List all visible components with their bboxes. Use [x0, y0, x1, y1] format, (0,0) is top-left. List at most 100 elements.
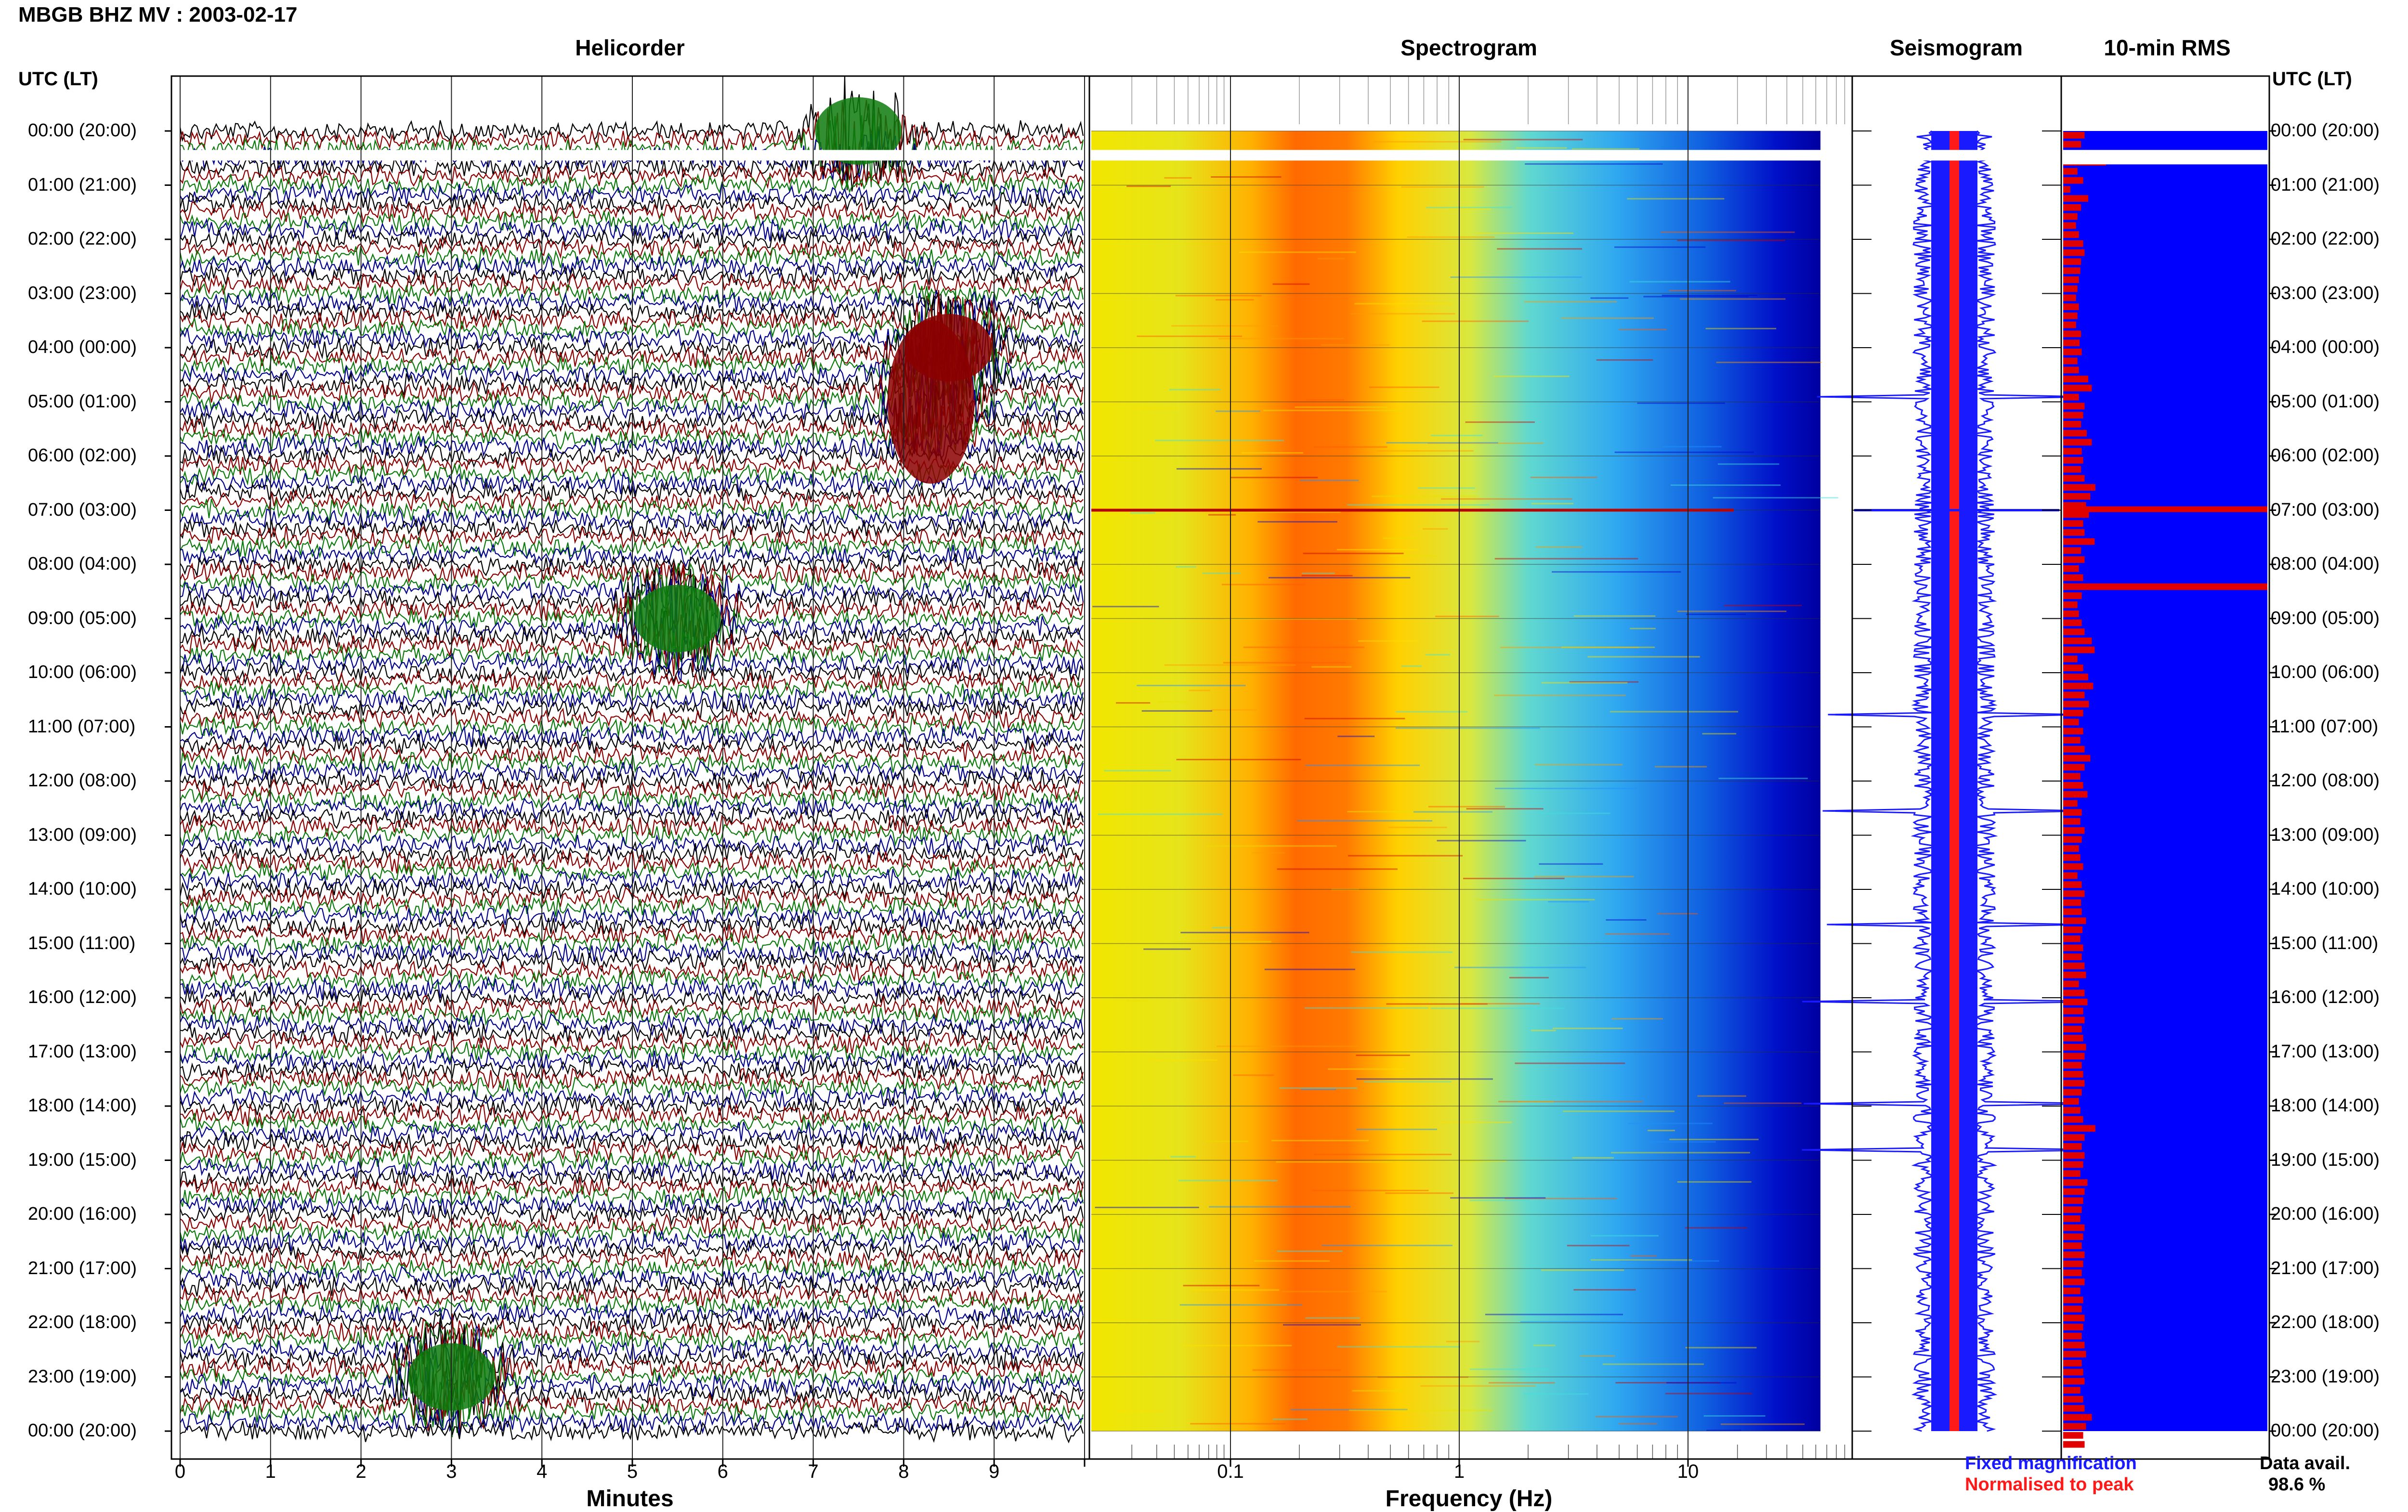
spectrogram-texture — [1157, 701, 1189, 703]
spectrogram-texture — [1312, 1189, 1429, 1191]
rms-bar — [2063, 529, 2085, 536]
spectrogram-texture — [1611, 1018, 1663, 1020]
spectrogram-texture — [1425, 654, 1451, 656]
rms-bar — [2063, 466, 2081, 473]
helicorder-trace — [180, 614, 1084, 677]
rms-bar — [2063, 141, 2081, 148]
rms-bar — [2063, 818, 2081, 825]
helicorder-trace — [180, 922, 1084, 948]
helicorder-trace — [180, 508, 1084, 532]
spectrogram-texture — [1216, 410, 1260, 412]
rms-bar — [2063, 665, 2083, 671]
row-label-right: 04:00 (00:00) — [2271, 337, 2380, 357]
spectrogram-texture — [1354, 303, 1453, 305]
rms-bar — [2063, 1062, 2082, 1069]
spectrogram-texture — [1716, 362, 1822, 364]
row-label-left: 02:00 (22:00) — [28, 229, 137, 249]
spectrogram-texture — [1164, 177, 1192, 179]
row-label-left: 17:00 (13:00) — [28, 1041, 137, 1062]
rms-bar — [2063, 1053, 2085, 1060]
helicorder-trace — [179, 1265, 1084, 1290]
helicorder-trace — [180, 1041, 1084, 1064]
spectrogram-texture — [1534, 764, 1623, 766]
spectrogram-texture — [1630, 627, 1656, 629]
spectrogram-texture — [1190, 1423, 1286, 1425]
helicorder-trace — [179, 1183, 1084, 1208]
helicorder-trace — [180, 1032, 1084, 1056]
spectrogram-texture — [1454, 966, 1586, 968]
spectrogram-texture — [1428, 806, 1505, 808]
row-label-left: 07:00 (03:00) — [28, 499, 137, 520]
rms-bar — [2063, 890, 2085, 897]
rms-bar — [2063, 899, 2081, 906]
row-label-right: 11:00 (07:00) — [2271, 716, 2379, 737]
rms-bar — [2063, 755, 2091, 762]
spectrogram-texture — [1669, 1138, 1759, 1140]
spectrogram-texture — [1209, 1206, 1351, 1208]
rms-bar — [2063, 583, 2267, 590]
spectrogram-texture — [1116, 1410, 1164, 1412]
rms-bar — [2063, 691, 2085, 699]
helicorder-plot — [173, 76, 1087, 1459]
spectrogram-texture — [1239, 251, 1356, 253]
spectrogram-texture — [1189, 690, 1210, 691]
spectrogram-texture — [1524, 301, 1617, 303]
rms-bar — [2063, 1242, 2082, 1249]
helicorder-trace — [180, 1102, 1084, 1127]
row-label-right: 20:00 (16:00) — [2271, 1204, 2380, 1224]
helicorder-trace — [179, 732, 1084, 756]
spectrogram-texture — [1091, 515, 1172, 517]
spectrogram-texture — [1605, 933, 1670, 935]
spectrogram-texture — [1535, 546, 1583, 548]
spectrogram-texture — [1580, 1355, 1615, 1357]
helicorder-trace — [180, 1193, 1084, 1218]
data-availability-label: Data avail. — [2260, 1453, 2350, 1473]
rms-bar — [2063, 980, 2079, 988]
rms-bar — [2063, 1360, 2082, 1367]
rms-frame — [2060, 75, 2270, 1460]
helicorder-trace — [179, 498, 1084, 522]
helicorder-trace — [180, 1212, 1084, 1237]
spectrogram-texture — [1216, 299, 1254, 301]
helicorder-trace — [180, 1057, 1084, 1082]
spectrogram-texture — [1221, 584, 1306, 586]
row-label-left: 22:00 (18:00) — [28, 1312, 137, 1332]
spectrogram-texture — [1230, 477, 1318, 479]
spectrogram-texture — [1602, 1363, 1704, 1365]
helicorder-trace — [180, 201, 1084, 225]
helicorder-trace — [180, 834, 1084, 857]
spectrogram-texture — [1541, 682, 1628, 684]
rms-bar — [2063, 294, 2076, 301]
spectrogram-texture — [1677, 1181, 1752, 1183]
spectrogram-texture — [1516, 147, 1567, 149]
rms-bar — [2063, 1351, 2086, 1357]
right-axis-header: UTC (LT) — [2272, 68, 2352, 90]
helicorder-title: Helicorder — [575, 35, 685, 60]
rms-bar — [2063, 601, 2078, 608]
row-label-left: 05:00 (01:00) — [28, 391, 137, 412]
spectrogram-texture — [1515, 1062, 1625, 1064]
helicorder-trace — [180, 516, 1084, 541]
rms-bar — [2063, 430, 2087, 437]
helicorder-trace — [180, 1419, 1084, 1444]
spectrogram-texture — [1271, 1140, 1369, 1142]
rms-bar — [2063, 1269, 2082, 1277]
row-label-right: 22:00 (18:00) — [2271, 1312, 2380, 1332]
row-label-right: 13:00 (09:00) — [2271, 824, 2380, 845]
rms-bar — [2063, 1405, 2085, 1412]
rms-bar — [2063, 1143, 2082, 1150]
row-label-right: 19:00 (15:00) — [2271, 1149, 2380, 1170]
spectrogram-texture — [1183, 1285, 1260, 1287]
panel-frames — [165, 75, 2276, 1467]
helicorder-trace — [179, 751, 1084, 775]
helicorder-trace — [180, 562, 1084, 600]
helicorder-trace — [179, 1175, 1084, 1201]
rms-bar — [2063, 854, 2081, 861]
spectrogram-texture — [1430, 1007, 1565, 1009]
rms-bar — [2063, 1179, 2088, 1186]
spectrogram-texture — [1279, 1087, 1358, 1089]
spectrogram-texture — [1356, 1078, 1493, 1080]
row-label-right: 05:00 (01:00) — [2271, 391, 2380, 412]
spectrogram-texture — [1520, 1321, 1632, 1323]
rms-bar — [2063, 674, 2088, 680]
